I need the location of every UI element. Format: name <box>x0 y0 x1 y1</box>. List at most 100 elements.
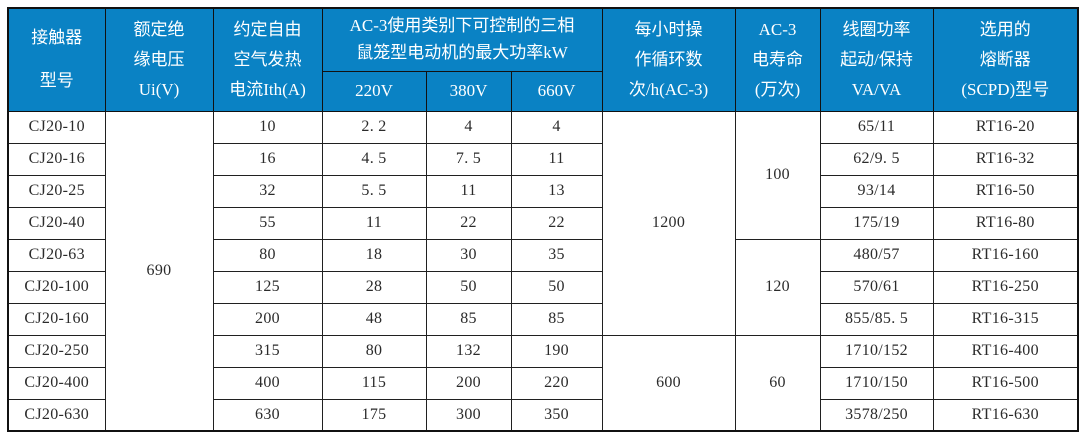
table-row: CJ20-40 55 11 22 22 175/19 RT16-80 <box>7 206 1079 240</box>
header-fuse-line3: (SCPD)型号 <box>961 79 1050 99</box>
model-cell: CJ20-250 <box>7 334 106 368</box>
model-cell: CJ20-160 <box>7 302 106 336</box>
thermal-current-cell: 80 <box>212 238 323 272</box>
header-insulation-line1: 额定绝 <box>133 20 185 40</box>
thermal-current-cell: 400 <box>212 366 323 400</box>
fuse-cell: RT16-50 <box>932 174 1079 208</box>
table-row: CJ20-630 630 175 300 350 3578/250 RT16-6… <box>7 398 1079 432</box>
header-cycles-line3: 次/h(AC-3) <box>628 79 709 99</box>
thermal-current-cell: 125 <box>212 270 323 304</box>
kw-660v-cell: 13 <box>510 174 603 208</box>
table-row: CJ20-63 80 18 30 35 120 480/57 RT16-160 <box>7 238 1079 336</box>
kw-660v-cell: 22 <box>510 206 603 240</box>
header-life-line3: (万次) <box>754 79 801 99</box>
header-insulation-voltage: 额定绝 缘电压 Ui(V) <box>104 7 214 112</box>
kw-380v-cell: 22 <box>425 206 512 240</box>
kw-380v-cell: 200 <box>425 366 512 400</box>
model-cell: CJ20-400 <box>7 366 106 400</box>
coil-power-cell: 480/57 <box>819 238 934 272</box>
header-model-line1: 接触器 <box>31 28 83 48</box>
kw-380v-cell: 132 <box>425 334 512 368</box>
thermal-current-cell: 200 <box>212 302 323 336</box>
kw-660v-cell: 350 <box>510 398 603 432</box>
coil-power-cell: 1710/150 <box>819 366 934 400</box>
kw-660v-cell: 11 <box>510 142 603 176</box>
fuse-cell: RT16-400 <box>932 334 1079 368</box>
header-kw-group-line1: AC-3使用类别下可控制的三相 <box>349 16 575 36</box>
fuse-cell: RT16-80 <box>932 206 1079 240</box>
thermal-current-cell: 16 <box>212 142 323 176</box>
kw-220v-cell: 2. 2 <box>321 110 427 144</box>
kw-380v-cell: 4 <box>425 110 512 144</box>
header-cycles-per-hour: 每小时操 作循环数 次/h(AC-3) <box>601 7 736 112</box>
kw-380v-cell: 30 <box>425 238 512 272</box>
header-cycles-line1: 每小时操 <box>634 20 703 40</box>
coil-power-cell: 3578/250 <box>819 398 934 432</box>
table-row: CJ20-16 16 4. 5 7. 5 11 62/9. 5 RT16-32 <box>7 142 1079 176</box>
header-model-line2: 型号 <box>39 70 74 90</box>
cycles-cell: 1200 <box>601 110 736 336</box>
header-life-line2: 电寿命 <box>752 49 804 69</box>
header-life-line1: AC-3 <box>758 20 797 40</box>
model-cell: CJ20-100 <box>7 270 106 304</box>
model-cell: CJ20-630 <box>7 398 106 432</box>
header-row-sub: 220V 380V 660V <box>8 70 1078 112</box>
kw-380v-cell: 50 <box>425 270 512 304</box>
life-cell: 60 <box>734 334 821 432</box>
kw-660v-cell: 190 <box>510 334 603 368</box>
header-kw-group: AC-3使用类别下可控制的三相 鼠笼型电动机的最大功率kW <box>321 7 603 72</box>
table-row: CJ20-250 315 80 132 190 600 60 1710/152 … <box>7 334 1079 432</box>
thermal-current-cell: 10 <box>212 110 323 144</box>
table-row: CJ20-10 690 10 2. 2 4 4 1200 100 65/11 R… <box>7 110 1079 432</box>
table-row: CJ20-400 400 115 200 220 1710/150 RT16-5… <box>7 366 1079 400</box>
thermal-current-cell: 32 <box>212 174 323 208</box>
kw-220v-cell: 18 <box>321 238 427 272</box>
coil-power-cell: 1710/152 <box>819 334 934 368</box>
header-fuse-line1: 选用的 <box>979 20 1031 40</box>
kw-220v-cell: 5. 5 <box>321 174 427 208</box>
life-cell: 100 <box>734 110 821 240</box>
model-cell: CJ20-10 <box>7 110 106 144</box>
header-thermal-line3: 电流Ith(A) <box>229 79 306 99</box>
header-thermal-line1: 约定自由 <box>233 20 302 40</box>
header-thermal-line2: 空气发热 <box>233 49 302 69</box>
thermal-current-cell: 315 <box>212 334 323 368</box>
kw-660v-cell: 50 <box>510 270 603 304</box>
kw-220v-cell: 80 <box>321 334 427 368</box>
coil-power-cell: 93/14 <box>819 174 934 208</box>
kw-220v-cell: 175 <box>321 398 427 432</box>
table-row: CJ20-160 200 48 85 85 855/85. 5 RT16-315 <box>7 302 1079 336</box>
coil-power-cell: 570/61 <box>819 270 934 304</box>
header-220v: 220V <box>321 70 427 112</box>
coil-power-cell: 175/19 <box>819 206 934 240</box>
header-coil-power: 线圈功率 起动/保持 VA/VA <box>819 7 934 112</box>
model-cell: CJ20-40 <box>7 206 106 240</box>
kw-220v-cell: 28 <box>321 270 427 304</box>
kw-220v-cell: 11 <box>321 206 427 240</box>
kw-380v-cell: 7. 5 <box>425 142 512 176</box>
kw-220v-cell: 115 <box>321 366 427 400</box>
fuse-cell: RT16-20 <box>932 110 1079 144</box>
header-kw-group-line2: 鼠笼型电动机的最大功率kW <box>356 42 568 62</box>
header-coil-line1: 线圈功率 <box>842 20 911 40</box>
cycles-cell: 600 <box>601 334 736 432</box>
model-cell: CJ20-16 <box>7 142 106 176</box>
table-row: CJ20-25 32 5. 5 11 13 93/14 RT16-50 <box>7 174 1079 208</box>
kw-660v-cell: 4 <box>510 110 603 144</box>
header-thermal-current: 约定自由 空气发热 电流Ith(A) <box>212 7 323 112</box>
fuse-cell: RT16-630 <box>932 398 1079 432</box>
fuse-cell: RT16-32 <box>932 142 1079 176</box>
coil-power-cell: 855/85. 5 <box>819 302 934 336</box>
header-row-main: 接触器 型号 额定绝 缘电压 Ui(V) 约定自由 空气发热 电流Ith(A) … <box>7 7 1079 112</box>
header-660v: 660V <box>510 70 603 112</box>
insulation-voltage-cell: 690 <box>104 110 214 432</box>
header-cycles-line2: 作循环数 <box>634 49 703 69</box>
thermal-current-cell: 630 <box>212 398 323 432</box>
header-insulation-line2: 缘电压 <box>133 49 185 69</box>
header-electrical-life: AC-3 电寿命 (万次) <box>734 7 821 112</box>
coil-power-cell: 65/11 <box>819 110 934 144</box>
fuse-cell: RT16-500 <box>932 366 1079 400</box>
model-cell: CJ20-63 <box>7 238 106 272</box>
kw-660v-cell: 85 <box>510 302 603 336</box>
